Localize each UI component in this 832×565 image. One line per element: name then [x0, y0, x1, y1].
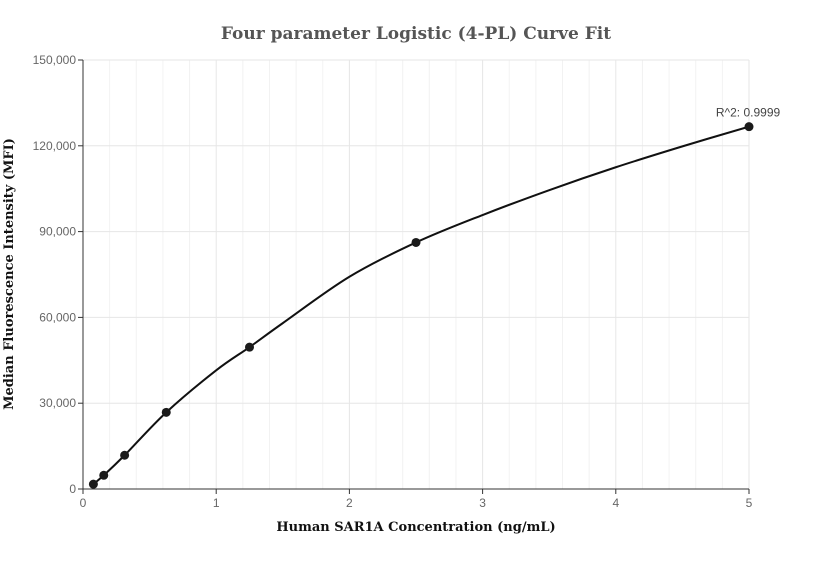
data-point[interactable] — [120, 450, 130, 460]
x-tick-label: 5 — [746, 496, 753, 510]
y-tick-label: 150,000 — [33, 53, 77, 67]
y-tick-label: 0 — [69, 482, 76, 496]
x-tick-label: 3 — [479, 496, 486, 510]
axes — [82, 60, 749, 490]
data-point[interactable] — [88, 479, 98, 489]
grid-major — [83, 59, 750, 489]
y-axis-ticks: 0 30,000 60,000 90,000 120,000 150,000 — [33, 53, 83, 496]
x-tick-label: 4 — [612, 496, 619, 510]
x-axis-ticks: 0 1 2 3 4 5 — [80, 489, 753, 510]
x-tick-label: 2 — [346, 496, 353, 510]
chart-title: Four parameter Logistic (4-PL) Curve Fit — [221, 24, 611, 44]
data-point[interactable] — [744, 122, 754, 132]
y-axis-title: Median Fluorescence Intensity (MFI) — [2, 138, 17, 410]
data-points-group — [88, 122, 754, 489]
fit-curve-group — [92, 125, 750, 485]
data-point[interactable] — [161, 407, 171, 417]
y-tick-label: 30,000 — [39, 396, 76, 410]
data-point[interactable] — [245, 342, 254, 352]
grid-minor — [109, 60, 723, 489]
fit-curve-line — [92, 125, 750, 485]
x-tick-label: 0 — [80, 496, 87, 510]
y-tick-label: 60,000 — [39, 310, 76, 324]
data-point[interactable] — [411, 237, 421, 247]
x-tick-label: 1 — [213, 496, 220, 510]
y-tick-label: 120,000 — [33, 139, 77, 153]
y-tick-label: 90,000 — [39, 225, 76, 239]
x-axis-title: Human SAR1A Concentration (ng/mL) — [276, 520, 555, 535]
r-squared-annotation: R^2: 0.9999 — [716, 106, 781, 120]
data-point[interactable] — [99, 470, 109, 480]
